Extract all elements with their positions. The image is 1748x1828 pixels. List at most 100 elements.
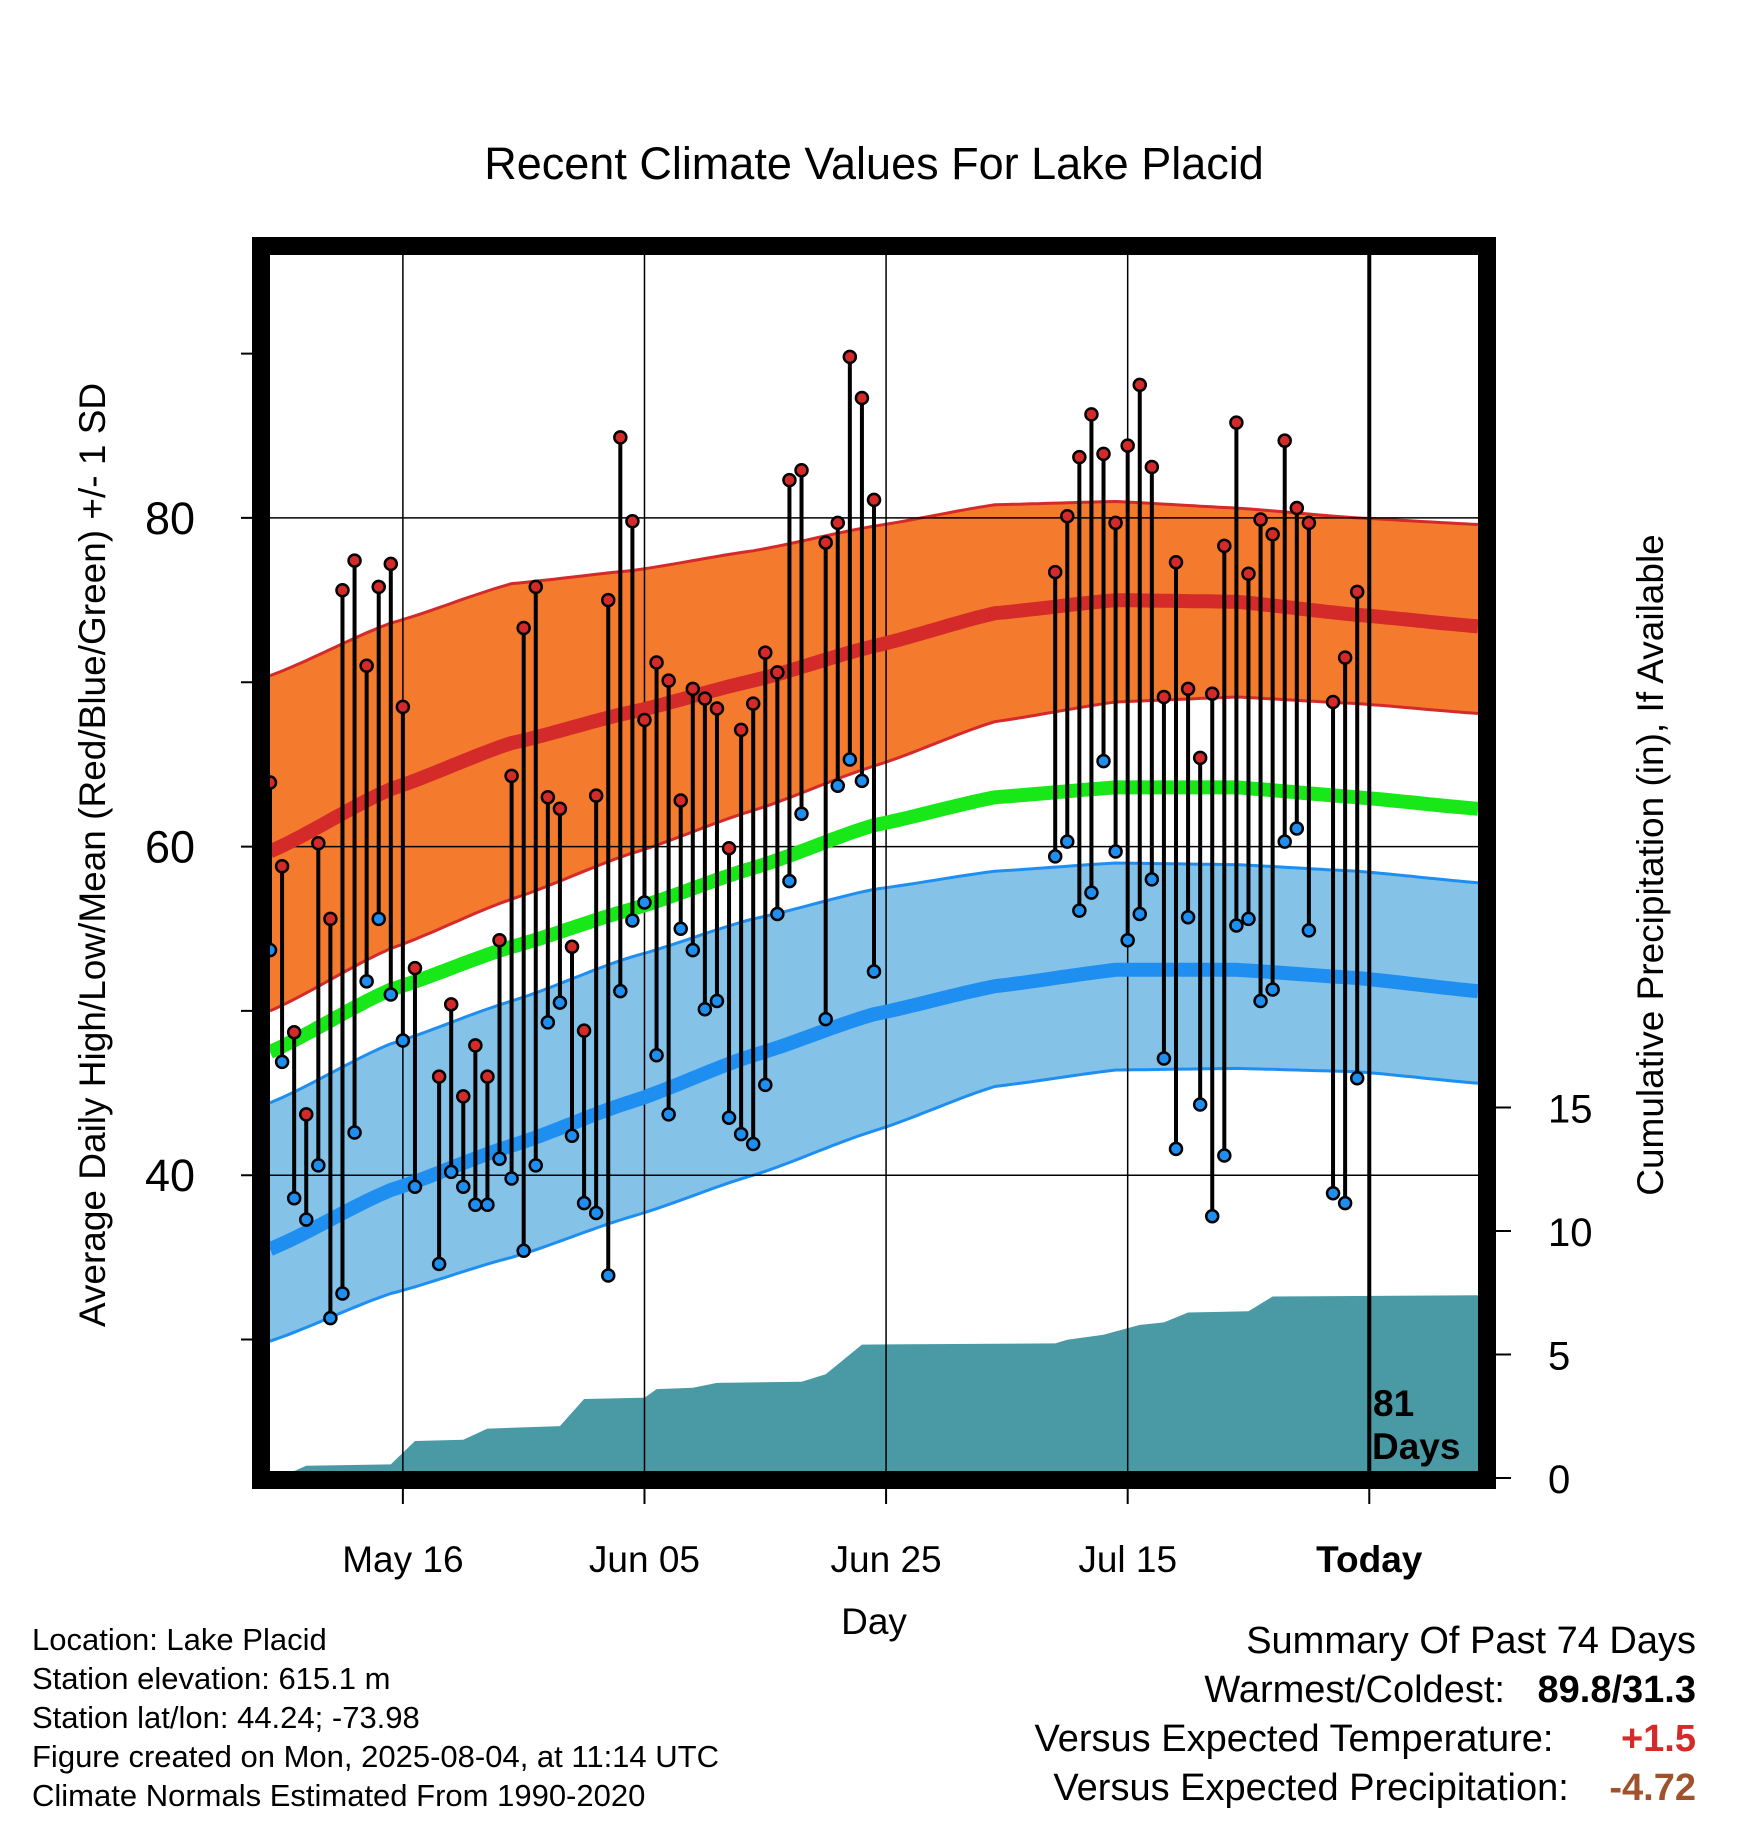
daily-low-point [709, 993, 725, 1009]
daily-high-point [1168, 555, 1184, 570]
daily-low-point [1337, 1195, 1353, 1211]
today-days-word: Days [1372, 1426, 1460, 1467]
daily-low-point [1060, 834, 1075, 849]
y2-tick-label: 15 [1548, 1088, 1593, 1132]
daily-low-point [1204, 1209, 1220, 1224]
daily-low-point [794, 806, 809, 821]
daily-high-point [613, 430, 628, 445]
daily-high-point [1253, 512, 1268, 527]
daily-low-point [323, 1310, 338, 1326]
daily-low-point [1289, 821, 1305, 836]
daily-high-point [733, 722, 749, 738]
created-text: Figure created on Mon, 2025-08-04, at 11… [32, 1739, 719, 1774]
daily-low-point [1120, 932, 1135, 948]
daily-low-point [298, 1212, 314, 1227]
daily-high-point [625, 513, 640, 529]
daily-high-point [298, 1107, 314, 1122]
daily-low-point [842, 752, 858, 767]
daily-low-point [540, 1015, 556, 1030]
x-tick-label: Today [1316, 1539, 1423, 1580]
daily-high-point [770, 665, 785, 680]
daily-high-point [274, 859, 290, 874]
daily-high-point [286, 1025, 302, 1040]
chart-title: Recent Climate Values For Lake Placid [484, 138, 1264, 189]
location-text: Location: Lake Placid [32, 1622, 327, 1657]
daily-high-point [1096, 446, 1111, 462]
daily-high-point [600, 592, 616, 608]
precip-delta-value: -4.72 [1609, 1767, 1696, 1809]
daily-low-point [1047, 849, 1063, 864]
daily-low-point [866, 964, 882, 979]
daily-high-point [480, 1069, 495, 1084]
daily-low-point [1192, 1097, 1208, 1112]
daily-low-point [504, 1171, 519, 1186]
daily-high-point [443, 997, 459, 1012]
x-axis-label: Day [841, 1601, 907, 1642]
daily-low-point [649, 1048, 664, 1063]
daily-high-point [1301, 515, 1317, 531]
daily-high-point [1120, 438, 1135, 453]
daily-high-point [1325, 694, 1341, 710]
daily-low-point [637, 895, 652, 910]
daily-high-point [371, 579, 386, 595]
daily-low-point [1301, 923, 1317, 938]
daily-high-point [1180, 681, 1196, 697]
normal-low-line [267, 962, 1479, 1256]
daily-low-point [480, 1197, 495, 1213]
daily-low-point [588, 1205, 604, 1221]
daily-low-point [431, 1256, 447, 1272]
daily-high-point [1204, 686, 1220, 701]
y-tick-label: 60 [145, 822, 195, 873]
temp-delta-value: +1.5 [1620, 1718, 1696, 1760]
daily-high-point [745, 696, 761, 711]
daily-low-point [311, 1158, 326, 1173]
daily-low-point [600, 1268, 616, 1283]
daily-low-point [395, 1033, 411, 1048]
daily-low-point [854, 773, 870, 789]
daily-high-point [516, 620, 531, 636]
daily-high-point [1277, 433, 1292, 448]
daily-high-point [1072, 449, 1087, 465]
y-tick-label: 40 [145, 1150, 195, 1201]
daily-low-point [564, 1128, 580, 1144]
daily-low-point [782, 873, 797, 889]
daily-low-point [1349, 1071, 1365, 1086]
daily-low-point [1229, 918, 1244, 933]
daily-high-point [1132, 377, 1148, 393]
y-axis-label: Average Daily High/Low/Mean (Red/Blue/Gr… [72, 383, 113, 1327]
summary-panel: Summary Of Past 74 Days Warmest/Coldest:… [1035, 1617, 1696, 1813]
daily-low-point [1265, 982, 1280, 997]
today-days-count: 81 [1373, 1383, 1414, 1424]
elevation-text: Station elevation: 615.1 m [32, 1661, 391, 1696]
daily-low-point [383, 987, 399, 1002]
daily-high-point [468, 1038, 483, 1053]
daily-low-point [286, 1190, 302, 1206]
daily-low-point [1132, 906, 1148, 922]
daily-low-point [625, 913, 640, 928]
daily-low-point [733, 1126, 749, 1142]
daily-low-point [443, 1164, 459, 1180]
daily-high-point [758, 645, 773, 660]
daily-high-point [528, 579, 544, 595]
temp-label: Versus Expected Temperature: [1034, 1718, 1554, 1760]
daily-high-point [661, 673, 676, 688]
daily-low-point [1180, 909, 1196, 925]
daily-low-point [830, 778, 846, 794]
daily-high-point [576, 1023, 592, 1038]
precip-row: Versus Expected Precipitation: -4.72 [1035, 1764, 1696, 1813]
precip-label: Versus Expected Precipitation: [1053, 1767, 1569, 1809]
daily-low-point [1168, 1141, 1184, 1157]
daily-low-point [1253, 993, 1268, 1009]
plot-border [252, 237, 1496, 1489]
daily-low-point [1217, 1148, 1232, 1163]
daily-low-point [1241, 911, 1256, 927]
daily-high-point [552, 801, 568, 817]
daily-low-point [758, 1077, 773, 1093]
daily-high-point [1265, 527, 1280, 542]
daily-low-point [1156, 1051, 1172, 1066]
latlon-text: Station lat/lon: 44.24; -73.98 [32, 1700, 420, 1735]
daily-low-point [347, 1125, 362, 1140]
x-tick-label: May 16 [342, 1539, 463, 1580]
daily-high-point [637, 712, 652, 728]
